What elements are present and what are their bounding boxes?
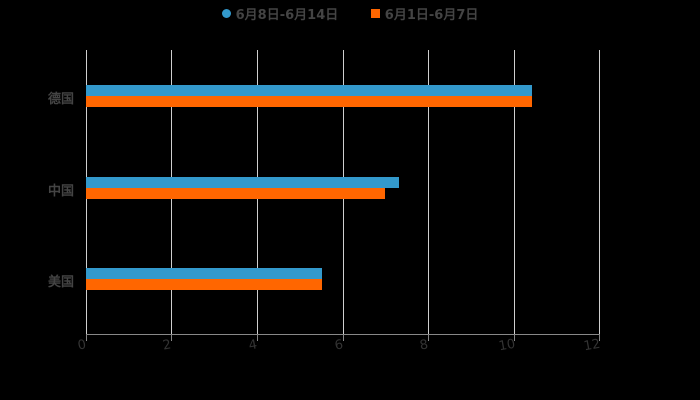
legend-label: 6月8日-6月14日 — [235, 8, 339, 23]
gridline — [599, 50, 600, 335]
plot-area — [86, 50, 600, 341]
bar-usa-week1[interactable] — [86, 279, 322, 290]
y-label-usa: 美国 — [48, 275, 75, 290]
y-label-china: 中国 — [48, 184, 75, 199]
bar-china-week1[interactable] — [86, 188, 385, 199]
bar-germany-week1[interactable] — [86, 96, 532, 107]
gridline — [514, 50, 515, 335]
bar-germany-week2[interactable] — [86, 85, 532, 96]
x-axis — [86, 334, 600, 335]
x-tick-label: 10 — [497, 336, 517, 355]
bar-usa-week2[interactable] — [86, 268, 322, 279]
gridline — [428, 50, 429, 335]
legend-square-icon — [370, 9, 380, 18]
legend-item-week1[interactable]: 6月1日-6月7日 — [370, 4, 479, 23]
y-label-germany: 德国 — [48, 92, 75, 107]
legend-item-week2[interactable]: 6月8日-6月14日 — [221, 4, 339, 23]
legend-circle-icon — [221, 9, 231, 18]
chart-legend: 6月8日-6月14日 6月1日-6月7日 — [0, 4, 700, 23]
legend-label: 6月1日-6月7日 — [384, 8, 479, 23]
x-tick-label: 12 — [582, 336, 602, 355]
bar-china-week2[interactable] — [86, 177, 399, 188]
